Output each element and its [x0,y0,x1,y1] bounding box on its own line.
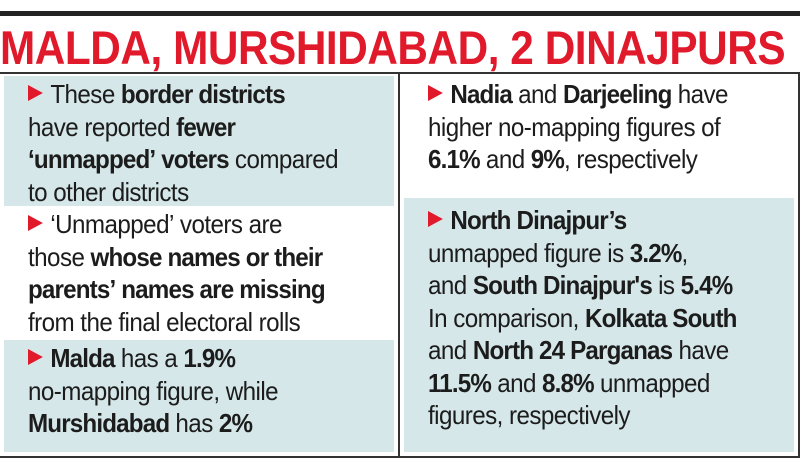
text: and [428,270,473,300]
text: unmapped [593,367,710,398]
fact-panel: These border districts have reported fewe… [4,76,394,208]
text-line: In comparison, Kolkata South [428,302,768,335]
text: and [479,144,531,174]
text: In comparison, [428,302,585,333]
bold-text: fewer [176,111,236,142]
bold-text: Kolkata South [584,302,738,333]
bold-text: ‘unmapped’ voters [28,144,230,174]
text-line: ‘unmapped’ voters compared [28,143,368,176]
text: compared [228,144,339,174]
bold-text: 2% [218,408,253,438]
left-column: These border districts have reported fewe… [0,74,400,456]
text-line: These border districts [28,78,368,111]
bold-text: border districts [120,79,286,109]
bold-text: South Dinajpur's [472,270,653,300]
text-line: Murshidabad has 2% [28,407,368,440]
text: no-mapping figure, while [28,375,279,406]
bold-text: Murshidabad [28,408,170,438]
fact-panel: ‘Unmapped’ voters are those whose names o… [4,206,394,340]
fact-panel: North Dinajpur’s unmapped figure is 3.2%,… [404,198,794,452]
text-line: North Dinajpur’s [428,204,768,237]
text: from the final electoral rolls [28,306,301,337]
text-line: parents’ names are missing [28,273,368,306]
headline: MALDA, MURSHIDABAD, 2 DINAJPURS [0,21,786,74]
text: These [50,79,121,109]
text: figures, respectively [428,400,631,430]
fact-text: North Dinajpur’s unmapped figure is 3.2%,… [428,204,768,432]
bold-text: 1.9% [183,343,236,373]
bullet-arrow-icon [28,215,43,231]
text-line: figures, respectively [428,399,768,432]
fact-text: These border districts have reported fewe… [28,78,368,208]
bullet-arrow-icon [28,85,43,101]
bold-text: parents’ names are missing [28,274,326,304]
text: have [672,335,729,365]
bullet-arrow-icon [28,349,43,365]
text: and [491,367,543,398]
text: ‘Unmapped’ voters are [50,209,282,239]
fact-text: Malda has a 1.9% no-mapping figure, while… [28,342,368,440]
text: has a [114,343,184,373]
top-rule [0,11,800,16]
bold-text: 9% [530,144,565,174]
text-line: Nadia and Darjeeling have [428,78,768,111]
text: , respectively [564,144,698,174]
text: is [651,270,681,300]
bold-text: Nadia [450,79,513,109]
text-line: and South Dinajpur's is 5.4% [428,269,768,302]
fact-text: ‘Unmapped’ voters are those whose names o… [28,208,368,338]
text-line: those whose names or their [28,241,368,274]
bullet-arrow-icon [428,85,443,101]
fact-panel: Nadia and Darjeeling have higher no-mappi… [404,76,794,198]
bold-text: 3.2% [629,237,683,268]
text-line: to other districts [28,176,368,209]
text-line: no-mapping figure, while [28,375,368,408]
text: and [428,335,473,365]
text-line: ‘Unmapped’ voters are [28,208,368,241]
bullet-arrow-icon [428,211,443,227]
bold-text: Darjeeling [562,79,672,109]
text: and [511,79,563,109]
fact-text: Nadia and Darjeeling have higher no-mappi… [428,78,768,176]
text: to other districts [28,176,189,207]
bold-text: 5.4% [680,270,734,300]
right-column: Nadia and Darjeeling have higher no-mappi… [400,74,798,456]
facts-box: These border districts have reported fewe… [0,72,800,458]
text-line: 11.5% and 8.8% unmapped [428,367,768,400]
text: those [28,241,91,272]
text: have [671,79,729,109]
bold-text: 8.8% [542,367,595,398]
bold-text: Malda [50,343,115,373]
bold-text: North 24 Parganas [472,335,673,365]
bold-text: North Dinajpur’s [450,205,627,235]
text-line: 6.1% and 9%, respectively [428,143,768,176]
text: higher no-mapping figures of [428,111,721,142]
text-line: unmapped figure is 3.2%, [428,237,768,270]
text-line: Malda has a 1.9% [28,342,368,375]
bold-text: whose names or their [90,241,324,272]
bold-text: 11.5% [428,367,492,398]
text: unmapped figure is [428,237,630,268]
fact-panel: Malda has a 1.9% no-mapping figure, while… [4,340,394,452]
text-line: higher no-mapping figures of [428,111,768,144]
text: have reported [28,111,177,142]
bold-text: 6.1% [428,144,481,174]
text: has [169,408,219,438]
text-line: from the final electoral rolls [28,306,368,339]
text-line: have reported fewer [28,111,368,144]
text: , [681,237,689,268]
text-line: and North 24 Parganas have [428,334,768,367]
